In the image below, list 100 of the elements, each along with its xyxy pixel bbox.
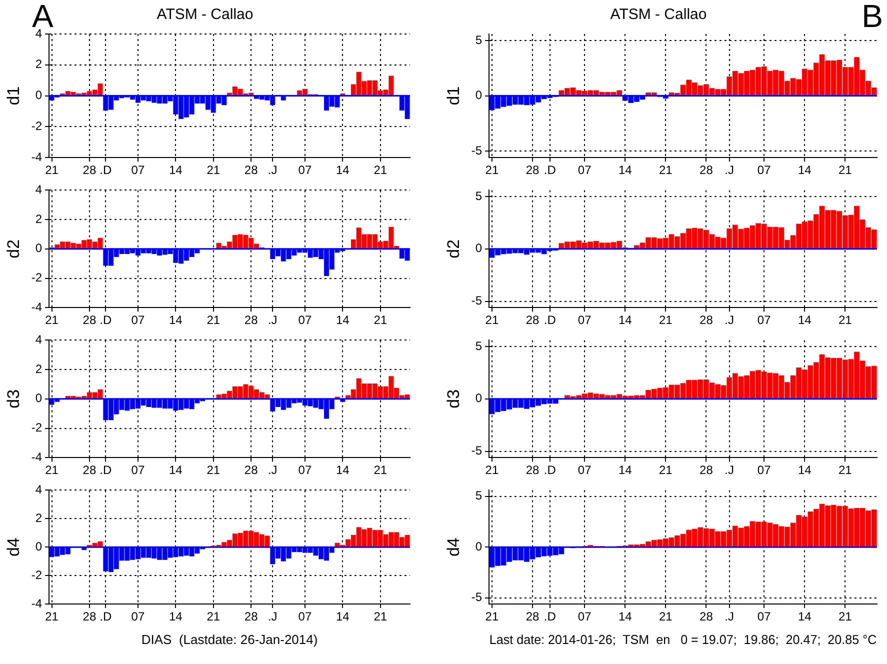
y-tick-label: 0	[35, 88, 42, 102]
x-tick-label: 14	[798, 313, 812, 328]
y-axis-title: d1	[444, 86, 463, 106]
x-tick-label: 28	[526, 463, 540, 478]
y-tick-label: 4	[35, 332, 42, 347]
x-tick-label: 21	[374, 313, 388, 328]
x-tick-label: 07	[757, 163, 772, 178]
y-tick-label: 0	[475, 539, 482, 554]
y-tick-label: 5	[475, 488, 482, 503]
x-axis-title: DIAS (Lastdate: 26-Jan-2014)	[141, 632, 318, 647]
x-tick-label: 21	[45, 163, 59, 178]
x-tick-label: 07	[298, 313, 312, 328]
y-axis-title: d3	[444, 389, 463, 408]
x-tick-label: 21	[485, 610, 499, 624]
x-tick-label: 21	[485, 463, 499, 478]
x-tick-label: .J	[268, 463, 278, 478]
x-tick-label: 21	[658, 610, 673, 624]
x-tick-label: 28	[82, 463, 96, 478]
x-tick-label: 14	[336, 163, 350, 178]
y-tick-label: 2	[35, 212, 42, 226]
x-tick-label: .J	[268, 610, 278, 624]
x-tick-label: 14	[798, 163, 812, 178]
x-tick-label: 28	[526, 313, 540, 328]
x-tick-label: 14	[798, 463, 812, 478]
x-tick-label: .D	[544, 610, 556, 624]
y-tick-label: 4	[35, 182, 42, 197]
x-tick-label: .J	[268, 313, 278, 328]
y-tick-label: 5	[475, 338, 482, 353]
x-tick-label: 07	[131, 163, 145, 178]
x-tick-label: 28	[82, 163, 96, 178]
x-tick-label: 07	[578, 163, 592, 178]
x-tick-label: 28	[700, 463, 714, 478]
x-tick-label: 21	[374, 463, 388, 478]
chart-title: ATSM - Callao	[610, 6, 707, 24]
y-tick-label: -5	[471, 444, 482, 458]
chart-title: ATSM - Callao	[156, 6, 254, 24]
x-tick-label: 21	[374, 163, 388, 178]
x-tick-label: 07	[298, 163, 312, 178]
y-axis-title: d4	[4, 538, 23, 557]
x-tick-label: 07	[757, 463, 772, 478]
y-axis-title: d4	[444, 538, 463, 557]
x-tick-label: 21	[45, 463, 59, 478]
x-tick-label: 28	[700, 610, 714, 624]
x-tick-label: 28	[244, 610, 258, 624]
y-axis-title: d1	[4, 86, 23, 106]
x-tick-label: 28	[526, 610, 540, 624]
x-tick-label: 21	[485, 313, 499, 328]
x-tick-label: 07	[578, 313, 592, 328]
x-tick-label: .D	[100, 463, 112, 478]
y-axis-title: d2	[4, 239, 23, 258]
x-tick-label: 21	[838, 313, 852, 328]
x-tick-label: 28	[82, 313, 96, 328]
x-tick-label: .J	[724, 313, 734, 328]
x-tick-label: 14	[168, 163, 183, 178]
x-tick-label: 21	[45, 313, 59, 328]
x-tick-label: 28	[244, 163, 258, 178]
x-tick-label: 14	[168, 463, 183, 478]
x-tick-label: 21	[206, 163, 220, 178]
x-tick-label: 21	[45, 610, 59, 624]
y-tick-label: 0	[35, 391, 42, 406]
x-tick-label: 21	[838, 610, 852, 624]
x-tick-label: 21	[206, 313, 220, 328]
x-tick-label: 14	[618, 313, 632, 328]
x-tick-label: .J	[724, 463, 734, 478]
y-tick-label: -5	[471, 590, 482, 604]
x-tick-label: 28	[244, 313, 258, 328]
y-tick-label: 5	[475, 32, 482, 47]
y-tick-label: -2	[31, 568, 42, 582]
y-tick-label: -2	[31, 270, 42, 285]
y-tick-label: 2	[35, 57, 42, 72]
y-tick-label: -5	[471, 294, 482, 308]
x-tick-label: 21	[206, 610, 220, 624]
y-tick-label: 2	[35, 510, 42, 525]
x-tick-label: .J	[724, 610, 734, 624]
x-tick-label: 21	[658, 163, 673, 178]
x-tick-label: 21	[838, 163, 852, 178]
x-tick-label: 07	[131, 313, 145, 328]
x-tick-label: .D	[544, 163, 556, 178]
y-tick-label: 0	[475, 241, 482, 256]
x-tick-label: 07	[757, 610, 772, 624]
x-tick-label: .J	[268, 163, 278, 178]
x-tick-label: 14	[618, 463, 632, 478]
y-tick-label: 4	[35, 26, 42, 40]
y-axis-title: d2	[444, 239, 463, 258]
x-tick-label: 14	[168, 610, 183, 624]
y-tick-label: 2	[35, 362, 42, 376]
x-tick-label: 28	[244, 463, 258, 478]
x-tick-label: 14	[798, 610, 812, 624]
x-tick-label: 14	[336, 610, 350, 624]
x-tick-label: 28	[526, 163, 540, 178]
x-tick-label: 07	[298, 463, 312, 478]
y-axis-title: d3	[4, 389, 23, 408]
y-tick-label: 0	[35, 539, 42, 554]
text: B	[862, 0, 883, 34]
x-tick-label: 21	[374, 610, 388, 624]
x-tick-label: .D	[100, 163, 112, 178]
y-tick-label: -4	[31, 450, 42, 464]
x-tick-label: 21	[206, 463, 220, 478]
x-tick-label: 21	[485, 163, 499, 178]
x-tick-label: 14	[618, 610, 632, 624]
